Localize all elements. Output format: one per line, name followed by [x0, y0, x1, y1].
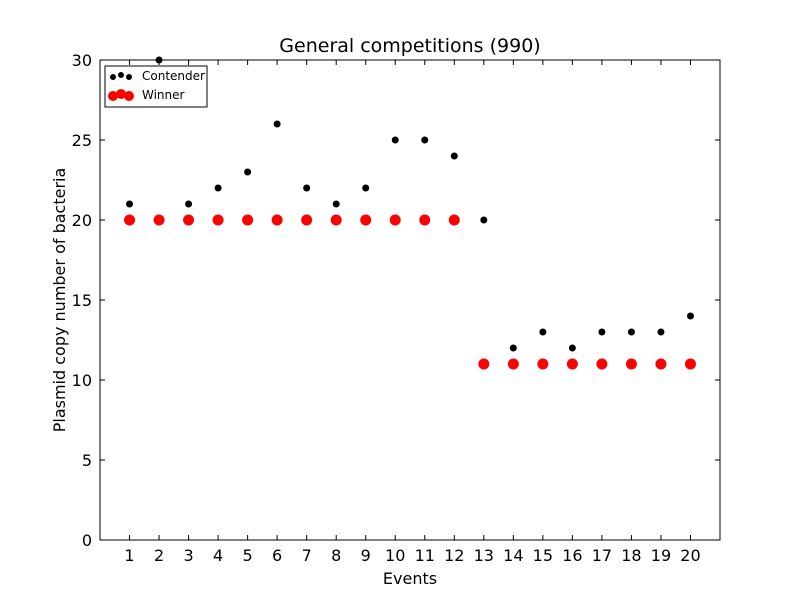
y-tick-label: 20	[72, 211, 92, 230]
winner-point	[360, 214, 372, 226]
x-tick-label: 10	[385, 546, 405, 565]
plot-area	[99, 59, 721, 541]
winner-series	[124, 214, 696, 370]
contender-point	[539, 328, 547, 336]
contender-point	[686, 312, 694, 320]
contender-point	[332, 200, 340, 208]
x-tick-label: 1	[124, 546, 134, 565]
x-tick-label: 17	[592, 546, 612, 565]
winner-point	[596, 358, 608, 370]
contender-point	[214, 184, 222, 192]
contender-point	[155, 56, 163, 64]
y-tick-label: 10	[72, 371, 92, 390]
x-tick-label: 2	[154, 546, 164, 565]
legend-contender-marker	[110, 74, 116, 80]
x-tick-label: 19	[651, 546, 671, 565]
y-axis-label: Plasmid copy number of bacteria	[50, 168, 69, 433]
contender-series	[126, 56, 694, 352]
x-tick-label: 8	[331, 546, 341, 565]
winner-point	[212, 214, 224, 226]
x-tick-label: 7	[302, 546, 312, 565]
winner-point	[242, 214, 254, 226]
chart-title: General competitions (990)	[279, 35, 540, 57]
x-tick-label: 18	[621, 546, 641, 565]
x-tick-label: 9	[361, 546, 371, 565]
contender-point	[244, 168, 252, 176]
winner-point	[507, 358, 519, 370]
y-tick-label: 15	[72, 291, 92, 310]
legend-winner-label: Winner	[142, 88, 185, 102]
y-tick-label: 5	[82, 451, 92, 470]
winner-point	[124, 214, 136, 226]
contender-point	[450, 152, 458, 160]
contender-point	[568, 344, 576, 352]
contender-point	[185, 200, 193, 208]
winner-point	[301, 214, 313, 226]
winner-point	[448, 214, 460, 226]
x-axis: 1 2 3 4 5 6 7 8 9 10 11 12 13 14 15 16 17 18 19 20	[124, 60, 701, 565]
legend: Contender Winner	[104, 65, 208, 108]
x-tick-label: 15	[533, 546, 553, 565]
contender-point	[480, 216, 488, 224]
contender-point	[126, 200, 134, 208]
legend-winner-marker	[124, 91, 134, 101]
winner-point	[330, 214, 342, 226]
x-tick-label: 3	[183, 546, 193, 565]
winner-point	[537, 358, 549, 370]
contender-point	[598, 328, 606, 336]
x-tick-label: 12	[444, 546, 464, 565]
legend-contender-marker	[126, 74, 132, 80]
winner-point	[419, 214, 431, 226]
x-tick-label: 16	[562, 546, 582, 565]
winner-point	[389, 214, 401, 226]
winner-point	[183, 214, 195, 226]
legend-winner-marker	[108, 91, 118, 101]
winner-point	[153, 214, 165, 226]
legend-winner-marker	[116, 89, 126, 99]
x-tick-label: 6	[272, 546, 282, 565]
y-tick-label: 25	[72, 131, 92, 150]
y-axis: 0 5 10 15 20 25 30	[72, 51, 720, 550]
winner-point	[655, 358, 667, 370]
x-tick-label: 14	[503, 546, 523, 565]
contender-point	[627, 328, 635, 336]
contender-point	[657, 328, 665, 336]
winner-point	[271, 214, 283, 226]
contender-point	[509, 344, 517, 352]
x-tick-label: 4	[213, 546, 223, 565]
y-tick-label: 30	[72, 51, 92, 70]
winner-point	[625, 358, 637, 370]
x-tick-label: 5	[243, 546, 253, 565]
contender-point	[391, 136, 399, 144]
winner-point	[566, 358, 578, 370]
winner-point	[478, 358, 490, 370]
contender-point	[303, 184, 311, 192]
contender-point	[421, 136, 429, 144]
x-tick-label: 20	[680, 546, 700, 565]
legend-contender-label: Contender	[142, 69, 205, 83]
contender-point	[273, 120, 281, 128]
x-axis-label: Events	[383, 569, 437, 588]
contender-point	[362, 184, 370, 192]
x-tick-label: 13	[474, 546, 494, 565]
winner-point	[684, 358, 696, 370]
x-tick-label: 11	[415, 546, 435, 565]
y-tick-label: 0	[82, 531, 92, 550]
legend-contender-marker	[118, 72, 124, 78]
